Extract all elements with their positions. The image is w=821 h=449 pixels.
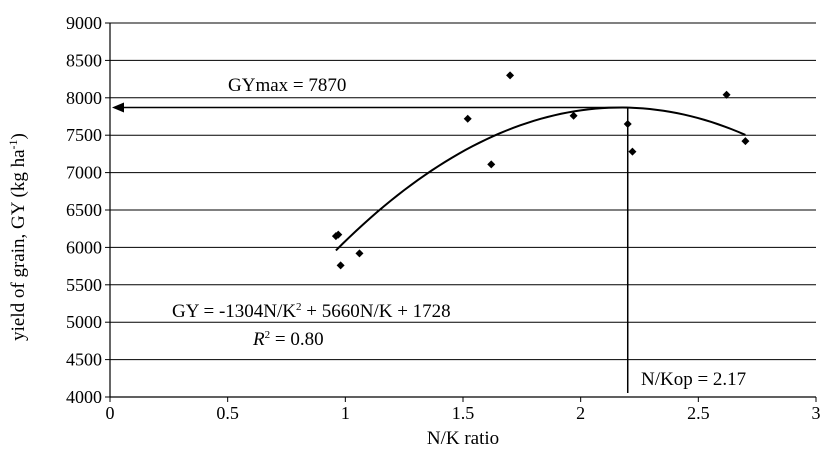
data-points — [331, 71, 750, 270]
fit-curve-group — [335, 106, 746, 252]
data-point — [628, 147, 637, 156]
x-tick-label: 0 — [106, 403, 115, 423]
y-tick-label: 8500 — [66, 50, 102, 70]
optimum-label: N/Kop = 2.17 — [641, 369, 746, 390]
y-tick-label: 4500 — [66, 350, 102, 370]
fit-curve — [335, 106, 746, 252]
data-point — [334, 230, 343, 239]
data-point — [487, 160, 496, 169]
data-point — [741, 137, 750, 146]
tick-labels: 4000 4500 5000 5500 6000 6500 7000 7500 8000 8500… — [66, 13, 821, 423]
x-tick-label: 3 — [812, 403, 821, 423]
equation-sup: 2 — [296, 301, 302, 313]
data-point — [355, 249, 364, 258]
data-point — [463, 114, 472, 123]
y-axis-title-main: yield of grain, GY (kg ha — [8, 149, 29, 341]
y-tick-label: 9000 — [66, 13, 102, 33]
gymax-label: GYmax = 7870 — [228, 75, 346, 96]
data-point — [623, 119, 632, 128]
annotation-lines — [112, 102, 629, 393]
r-squared-label: R2 = 0.80 — [252, 329, 324, 350]
gymax-arrowhead — [112, 102, 124, 113]
r-squared-value: = 0.80 — [270, 329, 323, 350]
x-axis-title: N/K ratio — [427, 428, 499, 449]
data-point — [506, 71, 515, 80]
y-tick-label: 7500 — [66, 125, 102, 145]
data-point — [569, 111, 578, 120]
data-point — [336, 261, 345, 270]
data-point — [722, 90, 731, 99]
gridlines — [110, 22, 816, 361]
y-tick-label: 7000 — [66, 163, 102, 183]
x-tick-label: 1.5 — [452, 403, 475, 423]
x-tick-label: 1 — [341, 403, 350, 423]
y-tick-label: 8000 — [66, 88, 102, 108]
axes — [105, 22, 817, 402]
y-axis-title: yield of grain, GY (kg ha-1) — [6, 133, 29, 341]
r-squared-sup: 2 — [265, 329, 271, 341]
r-squared-r: R — [252, 329, 265, 350]
y-tick-label: 6500 — [66, 200, 102, 220]
x-tick-label: 0.5 — [216, 403, 239, 423]
equation-part-1: GY = -1304N/K — [172, 301, 296, 322]
x-tick-label: 2 — [576, 403, 585, 423]
y-axis-title-sup: -1 — [6, 139, 20, 149]
y-axis-title-close: ) — [8, 133, 29, 139]
equation-part-2: + 5660N/K + 1728 — [302, 301, 451, 322]
y-tick-label: 4000 — [66, 387, 102, 407]
y-tick-label: 6000 — [66, 237, 102, 257]
y-tick-label: 5000 — [66, 312, 102, 332]
y-tick-label: 5500 — [66, 275, 102, 295]
x-tick-label: 2.5 — [687, 403, 710, 423]
equation-label: GY = -1304N/K2 + 5660N/K + 1728 — [172, 301, 451, 322]
